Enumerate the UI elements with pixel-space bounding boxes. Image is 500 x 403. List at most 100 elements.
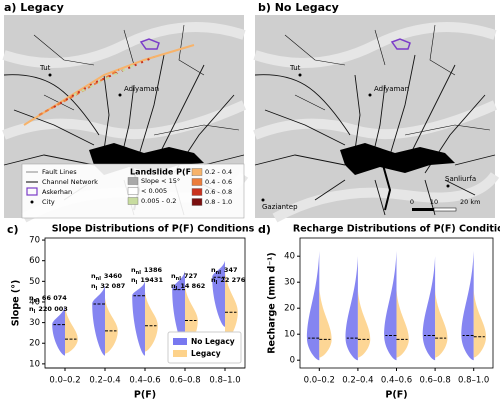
panel-label: c) <box>7 223 19 236</box>
city <box>48 73 52 77</box>
city-label: Adiyaman <box>124 85 159 93</box>
legend-swatch <box>191 168 203 176</box>
map-legend: Fault Lines Channel Network Askerhan Cit… <box>21 163 245 219</box>
scale-label: 10 <box>430 198 438 206</box>
x-tick-label: 0.8–1.0 <box>209 376 240 386</box>
x-tick-label: 0.0–0.2 <box>49 376 80 386</box>
legend-swatch <box>127 177 139 185</box>
legend-label: Legacy <box>191 349 221 358</box>
y-tick-label: 40 <box>284 252 295 262</box>
scale-label: 0 <box>410 198 414 206</box>
y-tick-label: 30 <box>29 318 40 328</box>
x-tick-label: 0.6–0.8 <box>419 376 450 386</box>
map-b <box>255 15 495 218</box>
y-axis-label: Slope (°) <box>11 280 22 327</box>
legend-label: 0.4 - 0.6 <box>205 178 232 186</box>
y-tick-label: 20 <box>284 304 295 314</box>
city-label: Sanliurfa <box>445 175 476 183</box>
y-tick-label: 10 <box>29 359 40 369</box>
y-tick-label: 60 <box>29 256 40 266</box>
legend-label: 0.005 - 0.2 <box>141 197 176 205</box>
legend-label: 0.6 - 0.8 <box>205 188 232 196</box>
legend-label: Askerhan <box>42 188 72 196</box>
legend-label: City <box>42 198 55 206</box>
y-tick-label: 50 <box>29 277 40 287</box>
count-label: nl 220 003 <box>29 305 68 315</box>
count-label: nnl 3460 <box>91 272 122 282</box>
violin-half <box>306 251 320 361</box>
x-axis-label: P(F) <box>385 390 407 401</box>
city <box>118 93 122 97</box>
map-label: a) Legacy <box>4 1 64 14</box>
city <box>298 73 302 77</box>
y-tick-label: 40 <box>29 297 40 307</box>
violin-half <box>357 290 371 358</box>
y-tick-label: 0 <box>290 356 295 366</box>
askerhan <box>390 38 411 50</box>
legend-title: Landslide P(F) <box>130 168 195 177</box>
askerhan <box>139 38 160 50</box>
map-a <box>4 15 244 218</box>
violin-half <box>384 251 397 361</box>
map-label: b) No Legacy <box>258 1 339 14</box>
city <box>261 198 265 202</box>
count-label: nl 14 862 <box>171 282 205 292</box>
violin-half <box>65 306 78 354</box>
city-label: Tut <box>289 64 301 72</box>
violin-half <box>172 271 185 348</box>
legend-swatch <box>173 338 187 345</box>
legend-label: 0.8 - 1.0 <box>205 198 232 206</box>
legend-label: < 0.005 <box>141 187 167 195</box>
legend-label: Channel Network <box>42 178 98 186</box>
violin-half <box>435 290 448 358</box>
legend-label: No Legacy <box>191 337 235 346</box>
violin-half <box>92 285 105 356</box>
x-axis-label: P(F) <box>134 390 156 401</box>
violin-half <box>52 306 65 356</box>
x-tick-label: 0.2–0.4 <box>342 376 373 386</box>
legend-swatch <box>127 197 139 205</box>
count-label: nl 22 276 <box>211 276 246 286</box>
count-label: nnl 1386 <box>131 266 162 276</box>
violin-half <box>396 290 409 358</box>
violin-half <box>319 287 332 358</box>
scale-label: 20 km <box>460 198 480 206</box>
panel-label: d) <box>258 223 271 236</box>
count-label: nnl 66 074 <box>29 294 67 304</box>
x-tick-label: 0.4–0.6 <box>129 376 160 386</box>
y-tick-label: 20 <box>29 339 40 349</box>
city-label: Adiyaman <box>374 85 409 93</box>
count-label: nnl 347 <box>211 266 238 276</box>
count-label: nnl 727 <box>171 272 198 282</box>
violin-half <box>473 290 487 358</box>
y-tick-label: 30 <box>284 278 295 288</box>
legend-swatch <box>191 188 203 196</box>
city-label: Tut <box>39 64 51 72</box>
x-tick-label: 0.6–0.8 <box>169 376 200 386</box>
legend-label: Slope < 15° <box>141 177 180 185</box>
violin-half <box>422 256 436 361</box>
x-tick-label: 0.8–1.0 <box>458 376 489 386</box>
violin-half <box>105 297 118 354</box>
legend-swatch <box>127 187 139 195</box>
city-label: Ataturk Dam <box>360 161 405 169</box>
legend-swatch <box>191 178 203 186</box>
count-label: nl 32 087 <box>91 282 125 292</box>
violin-half <box>345 256 358 361</box>
legend-swatch <box>191 198 203 206</box>
legend-swatch <box>173 350 187 357</box>
x-tick-label: 0.4–0.6 <box>381 376 412 386</box>
legend-label: 0.2 - 0.4 <box>205 168 232 176</box>
city <box>446 184 450 188</box>
legend-label: Fault Lines <box>42 168 77 176</box>
y-axis-label: Recharge (mm d⁻¹) <box>267 252 278 354</box>
violin-half <box>225 271 238 342</box>
violin-half <box>461 251 474 361</box>
scale-bar: 0 10 20 km <box>410 198 480 212</box>
y-tick-label: 10 <box>284 330 295 340</box>
x-tick-label: 0.0–0.2 <box>304 376 335 386</box>
y-tick-label: 70 <box>29 236 40 246</box>
landslide-band <box>23 44 195 126</box>
violin-half <box>132 281 145 356</box>
